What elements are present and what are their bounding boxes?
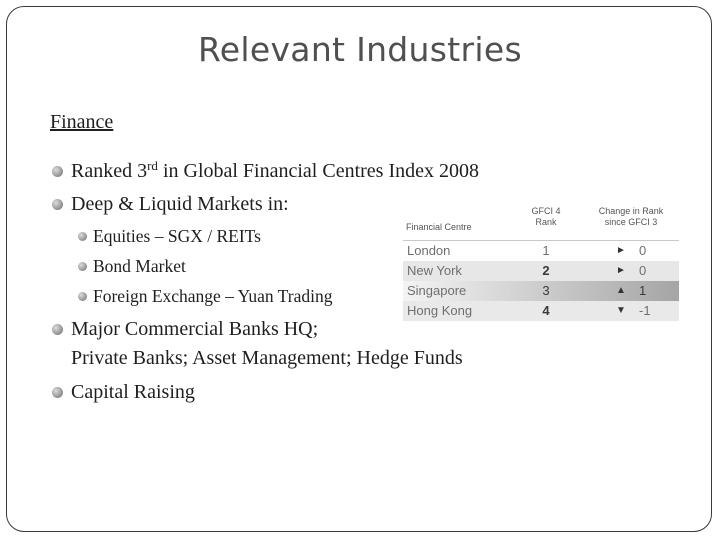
table-row: Hong Kong 4 ▼ -1	[403, 301, 679, 321]
bullet-dot-icon	[52, 324, 63, 335]
bullet-dot-icon	[52, 387, 63, 398]
table-row: London 1 ► 0	[403, 241, 679, 261]
ordinal-suffix: rd	[147, 158, 158, 173]
cell-change: 1	[639, 283, 647, 298]
sub-bullet-text: Bond Market	[93, 256, 186, 276]
bullet-continuation: Private Banks; Asset Management; Hedge F…	[71, 347, 463, 369]
cell-rank: 1	[542, 243, 550, 258]
sub-bullet-dot-icon	[78, 231, 87, 241]
arrow-right-icon: ►	[616, 265, 626, 276]
table-row: New York 2 ► 0	[403, 261, 679, 281]
cell-centre: New York	[407, 263, 462, 278]
table-row: Singapore 3 ▲ 1	[403, 281, 679, 301]
arrow-up-icon: ▲	[616, 285, 626, 296]
sub-bullet-text: Equities – SGX / REITs	[93, 226, 261, 246]
arrow-right-icon: ►	[616, 245, 626, 256]
bullet-text: Deep & Liquid Markets in:	[71, 193, 289, 215]
cell-rank: 3	[542, 283, 550, 298]
arrow-down-icon: ▼	[616, 305, 626, 316]
table-divider	[403, 240, 679, 241]
sub-bullet-dot-icon	[78, 261, 87, 271]
bullet-text: Major Commercial Banks HQ;	[71, 318, 319, 340]
cell-centre: Hong Kong	[407, 303, 473, 318]
cell-change: 0	[639, 243, 647, 258]
section-heading-finance: Finance	[50, 111, 114, 133]
cell-change: -1	[639, 303, 651, 318]
cell-rank: 2	[542, 263, 550, 278]
bullet-dot-icon	[52, 199, 63, 210]
bullet-text: Ranked 3rd in Global Financial Centres I…	[71, 158, 479, 182]
bullet-text: Capital Raising	[71, 381, 195, 403]
sub-bullet-dot-icon	[78, 291, 87, 301]
cell-rank: 4	[542, 303, 550, 318]
bullet-dot-icon	[52, 166, 63, 177]
cell-centre: Singapore	[407, 283, 467, 298]
slide-title: Relevant Industries	[198, 30, 522, 69]
sub-bullet-text: Foreign Exchange – Yuan Trading	[93, 286, 333, 306]
cell-change: 0	[639, 263, 647, 278]
header-change-in-rank: Change in Rank since GFCI 3	[598, 206, 664, 227]
header-gfci-rank: GFCI 4 Rank	[531, 206, 561, 227]
header-financial-centre: Financial Centre	[406, 222, 472, 232]
cell-centre: London	[407, 243, 451, 258]
slide-frame	[6, 6, 712, 532]
gfci-ranking-table: Financial Centre GFCI 4 Rank Change in R…	[403, 203, 679, 321]
